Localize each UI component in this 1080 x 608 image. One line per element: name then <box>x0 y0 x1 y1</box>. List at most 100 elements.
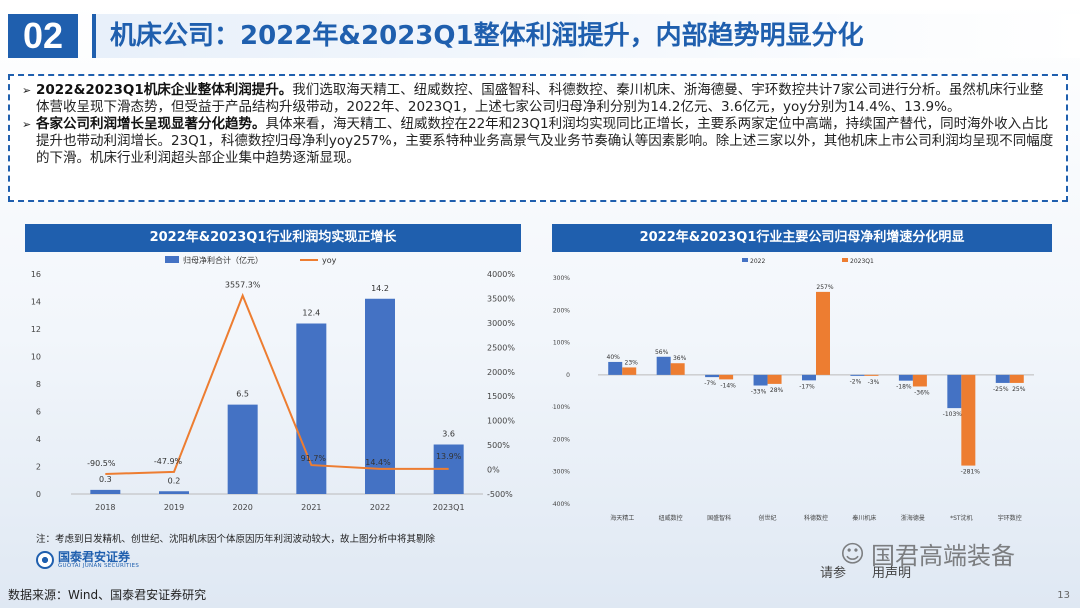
p2-heading: 各家公司利润增长呈现显著分化趋势。 <box>36 116 266 132</box>
yoy-line <box>105 292 449 475</box>
x-tick-label: 海天精工 <box>610 514 634 522</box>
logo-mark-icon <box>36 551 54 569</box>
right-axis-tick: 3500% <box>487 294 515 303</box>
bar-profit <box>296 323 327 494</box>
y-axis-tick: -300% <box>552 469 570 476</box>
legend-2023q1-label: 2023Q1 <box>850 258 874 265</box>
bar-value-label: 25% <box>1012 386 1026 393</box>
x-tick-label: *ST沈机 <box>950 514 972 522</box>
bar-2023q1 <box>719 374 734 380</box>
logo-name-en: GUOTAI JUNAN SECURITIES <box>58 563 140 569</box>
yoy-value-label: -90.5% <box>87 459 116 468</box>
y-axis-tick: 300% <box>553 275 570 282</box>
bar-value-label: -14% <box>720 382 736 389</box>
bar-value-label: 3.6 <box>442 430 455 439</box>
arrow-bullet-icon: ➢ <box>22 84 32 97</box>
x-tick-label: 科德数控 <box>804 514 828 522</box>
bar-value-label: -18% <box>896 384 912 391</box>
legend-2023q1-swatch <box>842 258 848 262</box>
watermark: ☺ 国君高端装备 <box>840 539 1016 571</box>
bar-profit <box>90 489 121 494</box>
right-axis-tick: 4000% <box>487 270 515 279</box>
right-axis-tick: -500% <box>487 490 513 499</box>
left-axis-tick: 4 <box>36 435 41 444</box>
bar-value-label: 257% <box>816 284 833 291</box>
bar-value-label: 28% <box>770 387 784 394</box>
bar-2023q1 <box>670 363 685 375</box>
x-tick-label: 2019 <box>164 503 184 512</box>
company-logo: 国泰君安证券 GUOTAI JUNAN SECURITIES <box>36 551 139 569</box>
x-tick-label: 纽威数控 <box>659 514 683 522</box>
summary-paragraph-2: ➢ 各家公司利润增长呈现显著分化趋势。具体来看，海天精工、纽威数控在22年和23… <box>22 116 1056 167</box>
legend-2022-label: 2022 <box>750 258 765 265</box>
yoy-value-label: -47.9% <box>154 457 183 466</box>
p1-heading: 2022&2023Q1机床企业整体利润提升。 <box>36 82 293 98</box>
yoy-value-label: 91.7% <box>301 454 327 463</box>
bar-value-label: -36% <box>914 389 930 396</box>
y-axis-tick: 100% <box>553 340 570 347</box>
chart-footnote: 注：考虑到日发精机、创世纪、沈阳机床因个体原因历年利润波动较大，故上图分析中将其… <box>36 534 436 545</box>
yoy-value-label: 14.4% <box>365 458 391 467</box>
right-axis-tick: 2500% <box>487 343 515 352</box>
x-tick-label: 宇环数控 <box>998 514 1022 522</box>
left-axis-tick: 16 <box>31 270 41 279</box>
chart2-company-growth-bars: 2022 2023Q1 -400% -300% -200% -100% 0 100% 200% 3… <box>552 258 1034 522</box>
bar-2022 <box>705 374 720 378</box>
bar-profit <box>159 491 189 494</box>
p1-body: 我们选取海天精工、纽威数控、国盛智科、科德数控、秦川机床、浙海德曼、宇环数控共计… <box>36 82 1044 115</box>
y-axis-tick: -100% <box>552 404 570 411</box>
bar-value-label: -25% <box>993 386 1009 393</box>
bar-2022 <box>608 361 623 375</box>
summary-box: ➢ 2022&2023Q1机床企业整体利润提升。我们选取海天精工、纽威数控、国盛… <box>8 74 1068 202</box>
bar-value-label: -33% <box>751 389 767 396</box>
bar-value-label: 36% <box>673 355 687 362</box>
x-tick-label: 国盛智科 <box>707 514 731 522</box>
arrow-bullet-icon: ➢ <box>22 118 32 131</box>
bar-profit <box>365 298 395 494</box>
right-axis-tick: 1000% <box>487 417 515 426</box>
bar-value-label: -17% <box>799 383 815 390</box>
bar-2022 <box>947 374 962 409</box>
bar-2023q1 <box>767 374 782 384</box>
bar-2023q1 <box>816 291 830 375</box>
bar-value-label: 6.5 <box>236 390 249 399</box>
bar-value-label: -103% <box>943 411 963 418</box>
bar-value-label: 40% <box>607 354 621 361</box>
bar-2023q1 <box>1009 374 1024 383</box>
data-source: 数据来源：Wind、国泰君安证券研究 <box>8 588 207 602</box>
y-axis-tick: 0 <box>566 372 570 379</box>
yoy-value-label: 13.9% <box>436 452 462 461</box>
x-tick-label: 浙海德曼 <box>901 514 925 522</box>
bar-value-label: -2% <box>850 379 862 386</box>
bar-value-label: -3% <box>868 379 880 386</box>
right-axis-tick: 0% <box>487 466 500 475</box>
left-axis-tick: 14 <box>31 298 41 307</box>
bar-2022 <box>753 374 768 386</box>
bar-2022 <box>898 374 913 381</box>
bar-value-label: 23% <box>625 359 639 366</box>
bar-value-label: -7% <box>704 380 716 387</box>
legend-2022-swatch <box>742 258 748 262</box>
right-axis-tick: 3000% <box>487 319 515 328</box>
y-axis-tick: -400% <box>552 501 570 508</box>
bar-2023q1 <box>961 374 976 466</box>
bar-2022 <box>802 374 816 381</box>
x-tick-label: 2020 <box>232 503 252 512</box>
right-axis-tick: 500% <box>487 441 510 450</box>
bar-value-label: 12.4 <box>302 309 320 318</box>
left-axis-tick: 10 <box>31 353 41 362</box>
bar-value-label: -281% <box>961 469 981 476</box>
wechat-icon: ☺ <box>840 539 866 568</box>
bar-2023q1 <box>622 367 637 375</box>
summary-paragraph-1: ➢ 2022&2023Q1机床企业整体利润提升。我们选取海天精工、纽威数控、国盛… <box>22 82 1056 116</box>
page-number: 13 <box>1057 590 1070 601</box>
y-axis-tick: 200% <box>553 307 570 314</box>
x-tick-label: 2021 <box>301 503 321 512</box>
bar-value-label: 0.3 <box>99 475 112 484</box>
right-axis-tick: 1500% <box>487 392 515 401</box>
x-tick-label: 2018 <box>95 503 115 512</box>
x-tick-label: 2022 <box>370 503 390 512</box>
bar-value-label: 0.2 <box>168 476 181 485</box>
bar-value-label: 14.2 <box>371 284 389 293</box>
x-tick-label: 2023Q1 <box>433 503 465 512</box>
